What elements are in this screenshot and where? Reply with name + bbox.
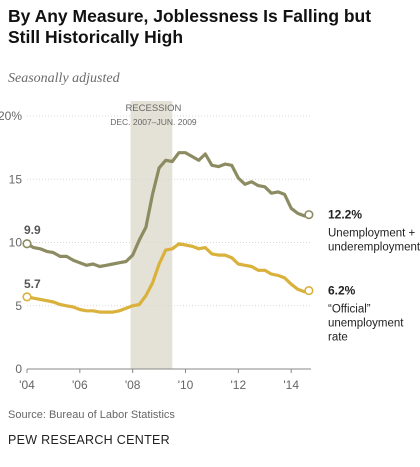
y-tick-label: 0 <box>15 362 22 376</box>
x-axis: '04 '06 '08 '10 '12 '14 <box>19 368 311 392</box>
source-note: Source: Bureau of Labor Statistics <box>8 409 175 421</box>
chart-title: By Any Measure, Joblessness Is Falling b… <box>8 6 372 47</box>
y-tick-label: 15 <box>9 172 23 186</box>
series-end-value-label: 12.2% <box>328 208 362 222</box>
brand-logo-text: PEW RESEARCH CENTER <box>8 433 170 447</box>
x-tick-label: '06 <box>72 378 88 392</box>
series-end-marker <box>304 285 314 296</box>
gridlines <box>27 115 311 307</box>
series-start-label: 5.7 <box>24 277 41 291</box>
series-start-marker <box>22 292 32 302</box>
series-start-label: 9.9 <box>24 223 41 237</box>
series-end-text: Unemployment + <box>328 228 416 240</box>
series-end-text: “Official” <box>328 304 371 316</box>
recession-label: RECESSION <box>125 103 181 114</box>
recession-dates-label: DEC. 2007–JUN. 2009 <box>110 117 197 127</box>
y-axis-labels: 0 5 10 15 20% <box>0 109 22 376</box>
x-tick-label: '04 <box>19 378 35 392</box>
x-tick-label: '14 <box>283 378 299 392</box>
series-start-marker <box>22 239 32 249</box>
recession-band-group: RECESSION DEC. 2007–JUN. 2009 <box>110 101 197 369</box>
series-end-value-label: 6.2% <box>328 284 356 298</box>
chart-subtitle: Seasonally adjusted <box>8 71 120 86</box>
series-line-1 <box>25 242 311 314</box>
y-tick-label: 10 <box>9 236 23 250</box>
series-end-marker <box>304 210 314 220</box>
y-tick-label: 20% <box>0 109 22 123</box>
x-tick-label: '10 <box>178 378 194 392</box>
series-line-0 <box>25 151 311 269</box>
y-tick-label: 5 <box>15 299 22 313</box>
series-annotations: 9.9 12.2% Unemployment + underemployment 5.7… <box>24 208 420 344</box>
series-end-text: underemployment <box>328 242 420 254</box>
x-tick-label: '08 <box>125 378 141 392</box>
series-end-text: rate <box>328 332 348 344</box>
series-lines <box>22 151 314 314</box>
recession-band <box>130 101 173 369</box>
x-tick-label: '12 <box>231 378 247 392</box>
series-end-text: unemployment <box>328 318 404 330</box>
